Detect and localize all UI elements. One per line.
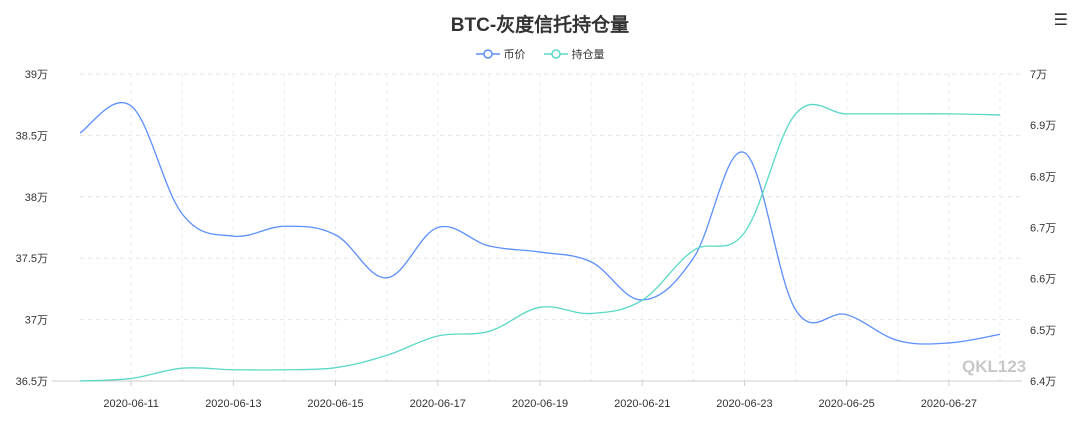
chart-legend: 币价 持仓量 (0, 46, 1080, 62)
left-axis-tick-label: 36.5万 (16, 376, 48, 388)
right-axis-tick-label: 6.4万 (1030, 376, 1056, 388)
legend-price-label: 币价 (503, 49, 526, 61)
x-axis-tick-label: 2020-06-21 (614, 398, 670, 410)
legend-holdings-swatch-icon (543, 49, 568, 59)
left-axis-tick-label: 37.5万 (16, 253, 48, 265)
x-axis-tick-label: 2020-06-13 (205, 398, 261, 410)
right-axis-tick-label: 6.6万 (1030, 274, 1056, 286)
x-axis-tick-label: 2020-06-11 (103, 398, 158, 410)
legend-price-swatch-icon (475, 49, 500, 59)
hamburger-menu-icon[interactable]: ☰ (1053, 12, 1068, 29)
legend-holdings-label: 持仓量 (571, 49, 605, 61)
left-axis-tick-label: 39万 (25, 69, 48, 81)
left-axis-tick-label: 38.5万 (16, 130, 48, 142)
x-axis-tick-label: 2020-06-15 (307, 398, 363, 410)
left-axis-tick-label: 37万 (25, 315, 48, 327)
chart-title: BTC-灰度信托持仓量 (450, 15, 630, 36)
right-axis-tick-label: 7万 (1030, 69, 1047, 81)
legend-item-price[interactable]: 币价 (475, 46, 526, 62)
x-axis-tick-label: 2020-06-23 (716, 398, 772, 410)
watermark-logo: QKL123 (962, 357, 1026, 376)
x-axis-tick-label: 2020-06-17 (410, 398, 466, 410)
legend-item-holdings[interactable]: 持仓量 (543, 46, 605, 62)
right-axis-tick-label: 6.7万 (1030, 223, 1056, 235)
left-axis-tick-label: 38万 (25, 192, 48, 204)
x-axis-tick-label: 2020-06-27 (921, 398, 977, 410)
price-series-line[interactable] (79, 102, 1001, 345)
right-axis-tick-label: 6.5万 (1030, 325, 1056, 337)
x-axis-tick-label: 2020-06-19 (512, 398, 568, 410)
right-axis-tick-label: 6.8万 (1030, 171, 1056, 183)
right-axis-tick-label: 6.9万 (1030, 120, 1056, 132)
holdings-series-line[interactable] (79, 103, 1001, 382)
watermark-text: QKL123 (962, 357, 1026, 376)
x-axis-tick-label: 2020-06-25 (819, 398, 875, 410)
